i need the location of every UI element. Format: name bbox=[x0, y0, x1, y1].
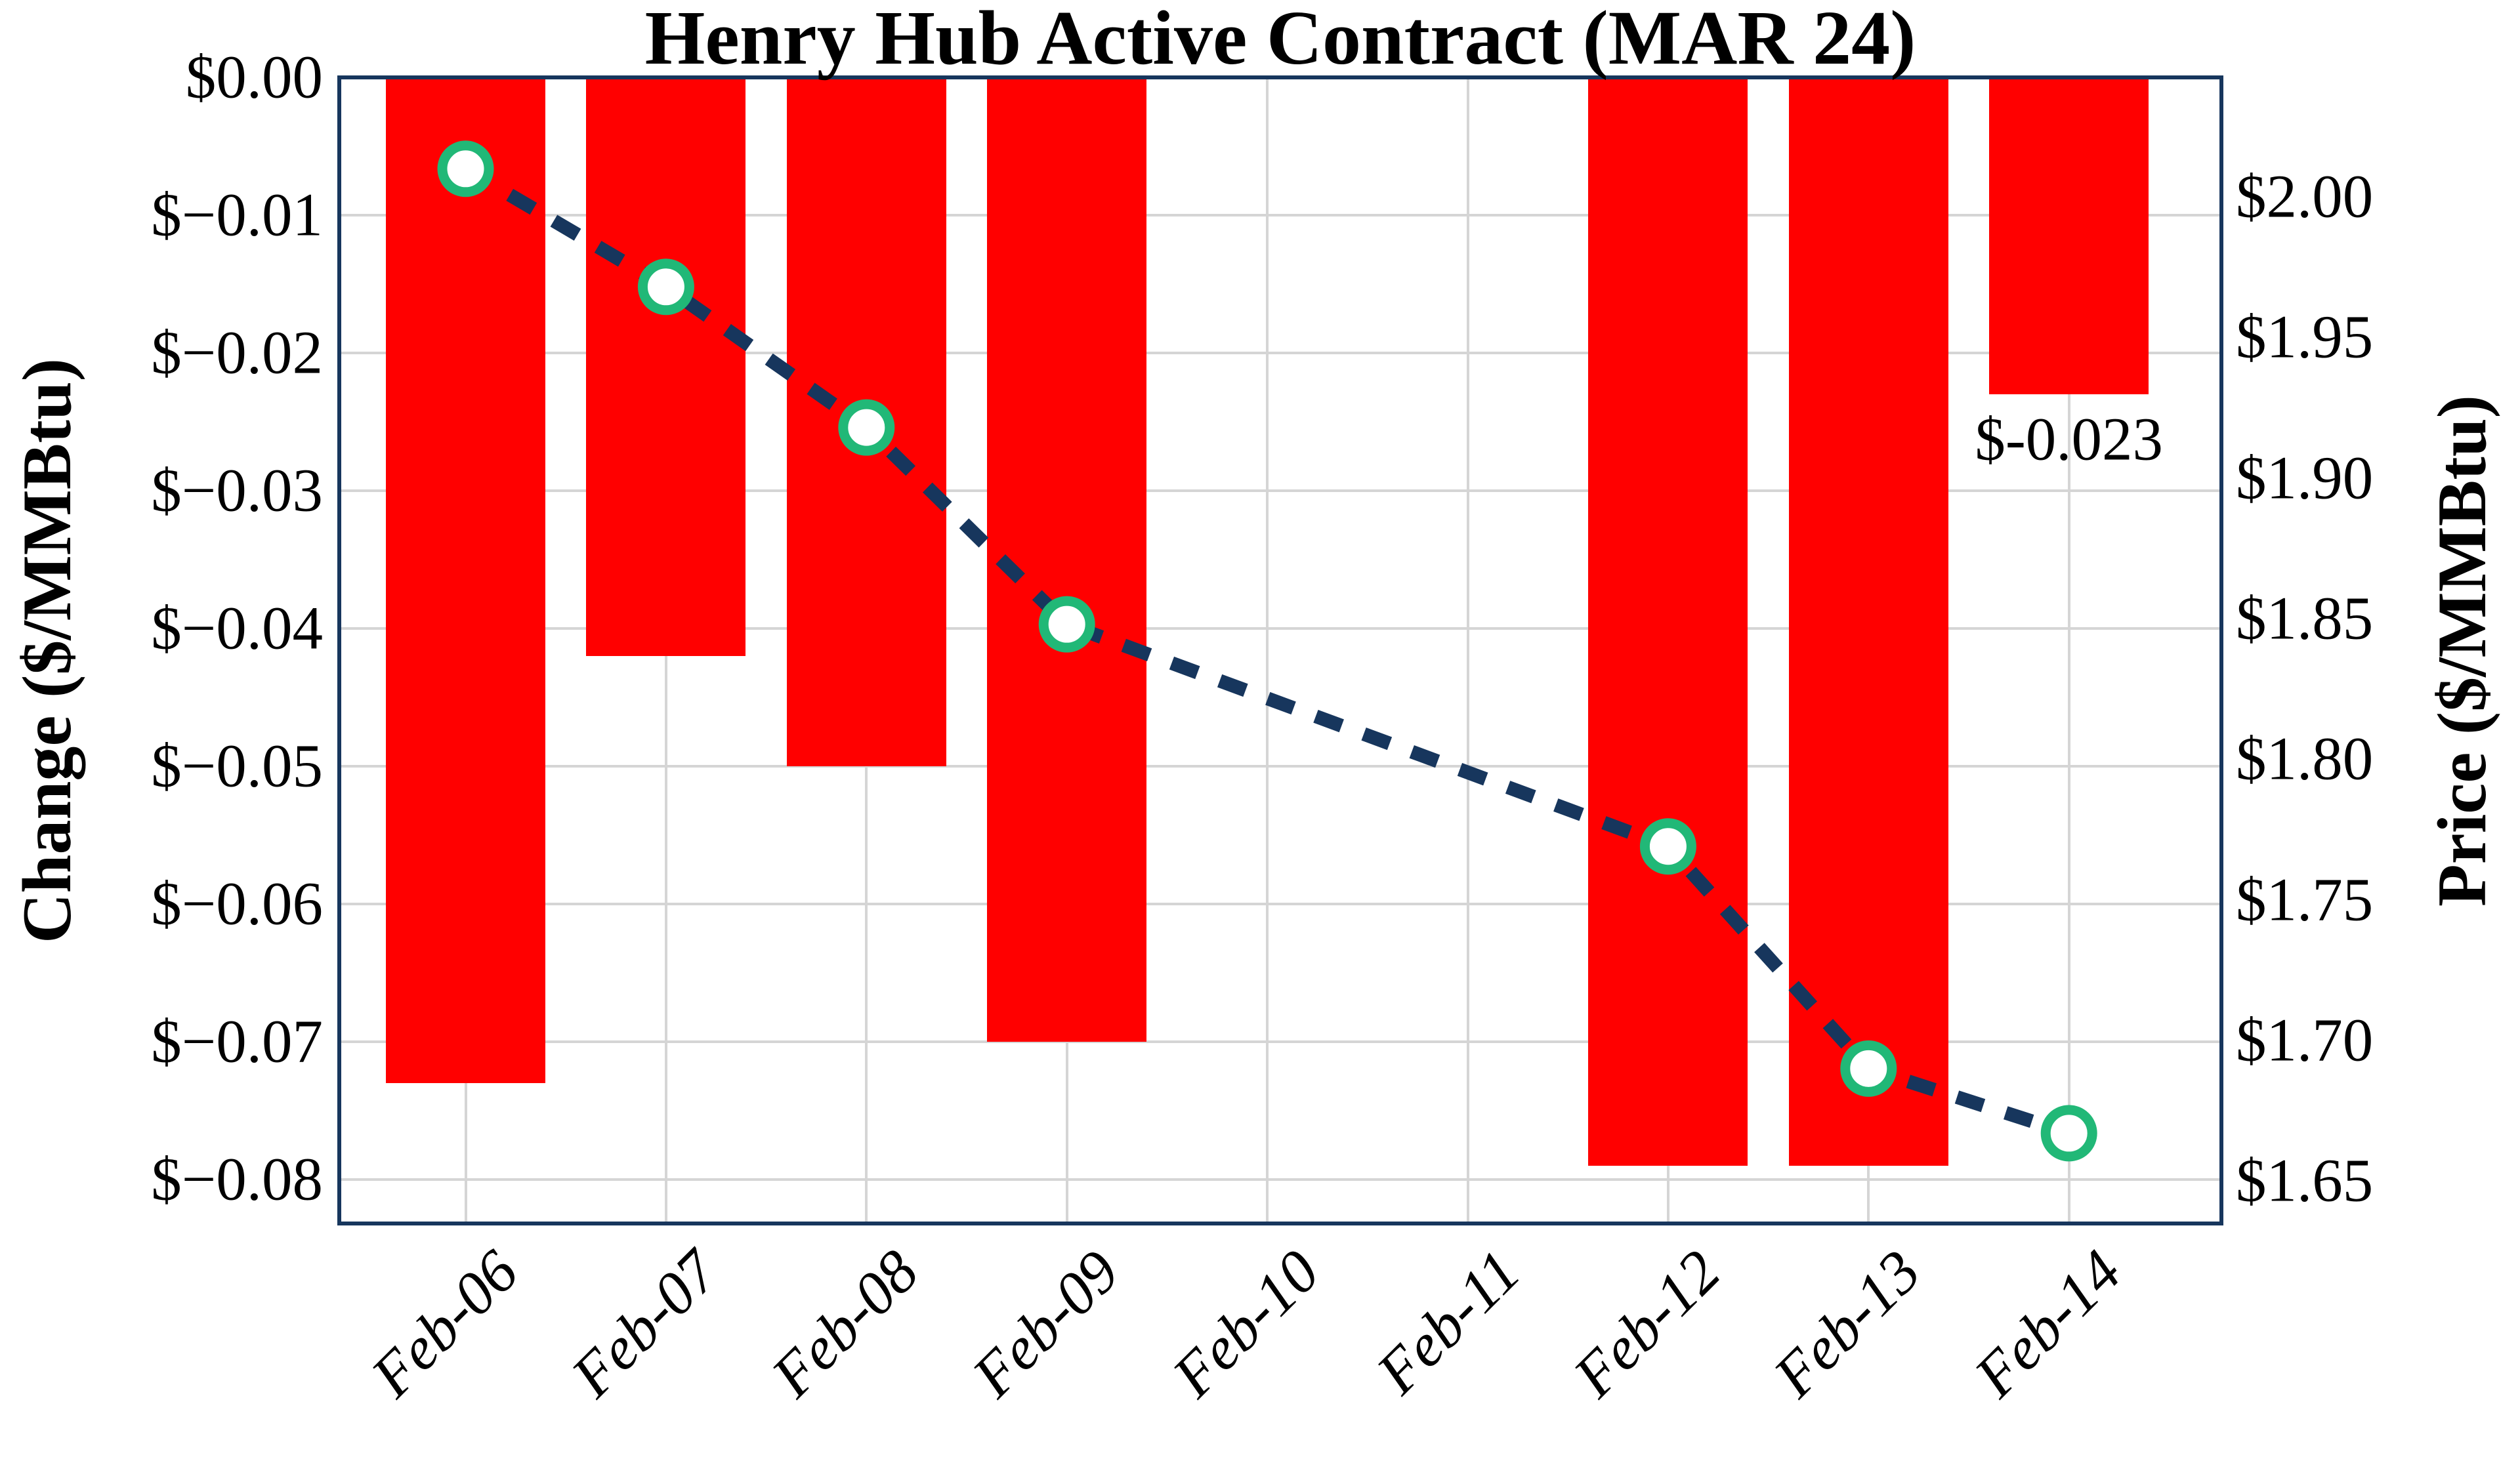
y-tick-label-left: $−0.07 bbox=[151, 1008, 323, 1076]
gridline-horizontal bbox=[339, 1040, 2221, 1043]
y-tick-label-left: $−0.08 bbox=[151, 1145, 323, 1214]
price-marker bbox=[437, 140, 494, 197]
change-bar bbox=[586, 77, 746, 656]
gridline-horizontal bbox=[339, 902, 2221, 905]
price-marker bbox=[838, 399, 895, 456]
gridline-vertical bbox=[1266, 77, 1269, 1223]
y-tick-label-right: $1.75 bbox=[2236, 866, 2374, 934]
gridline-horizontal bbox=[339, 764, 2221, 768]
chart-title: Henry Hub Active Contract (MAR 24) bbox=[644, 0, 1916, 81]
gridline-horizontal bbox=[339, 627, 2221, 630]
y-tick-label-right: $1.65 bbox=[2236, 1147, 2374, 1215]
y-tick-label-left: $−0.05 bbox=[151, 732, 323, 800]
change-bar bbox=[1588, 77, 1748, 1166]
y-tick-label-left: $−0.06 bbox=[151, 870, 323, 938]
y-tick-label-right: $1.80 bbox=[2236, 725, 2374, 793]
y-tick-label-left: $−0.03 bbox=[151, 457, 323, 525]
gridline-horizontal bbox=[339, 351, 2221, 354]
y-tick-label-right: $2.00 bbox=[2236, 163, 2374, 231]
y-tick-label-left: $0.00 bbox=[185, 43, 323, 112]
change-bar bbox=[386, 77, 545, 1083]
y-tick-label-left: $−0.04 bbox=[151, 594, 323, 663]
gridline-horizontal bbox=[339, 489, 2221, 492]
price-marker bbox=[637, 258, 694, 316]
y-tick-label-right: $1.70 bbox=[2236, 1006, 2374, 1075]
gridline-horizontal bbox=[339, 213, 2221, 216]
price-marker bbox=[2040, 1105, 2097, 1162]
gridline-vertical bbox=[2067, 77, 2070, 1223]
y-tick-label-right: $1.95 bbox=[2236, 303, 2374, 371]
plot-frame bbox=[337, 75, 2223, 1225]
gridline-horizontal bbox=[339, 1178, 2221, 1181]
y-tick-label-left: $−0.02 bbox=[151, 319, 323, 387]
change-bar bbox=[1989, 77, 2149, 394]
y-axis-label-right: Price ($/MMBtu) bbox=[2424, 394, 2500, 907]
y-tick-label-right: $1.85 bbox=[2236, 585, 2374, 653]
price-marker bbox=[1840, 1040, 1897, 1097]
gridline-vertical bbox=[1466, 77, 1469, 1223]
price-marker bbox=[1639, 818, 1696, 875]
change-bar bbox=[987, 77, 1147, 1042]
change-bar bbox=[1788, 77, 1948, 1166]
y-tick-label-left: $−0.01 bbox=[151, 181, 323, 249]
price-marker bbox=[1038, 596, 1095, 653]
bar-value-annotation: $-0.023 bbox=[1975, 405, 2164, 474]
y-tick-label-right: $1.90 bbox=[2236, 444, 2374, 512]
